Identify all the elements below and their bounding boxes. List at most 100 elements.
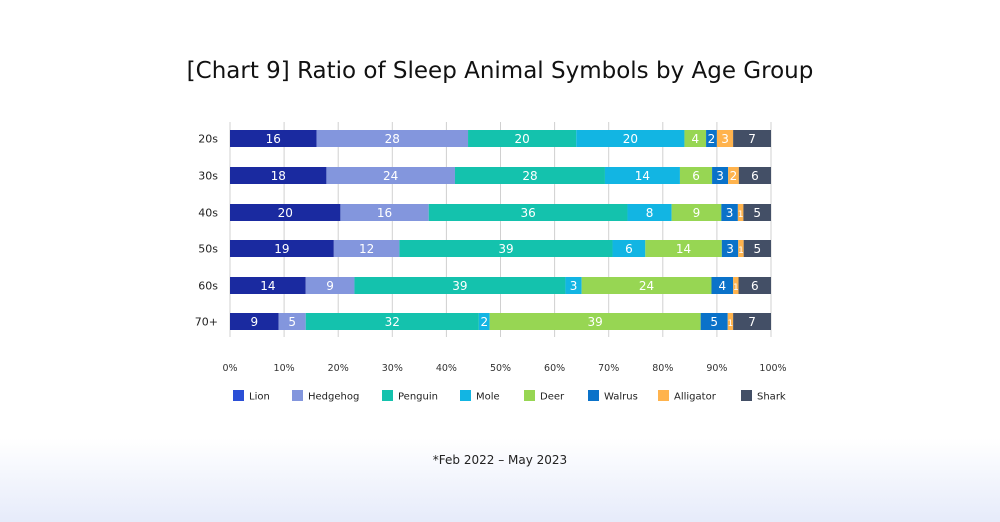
legend-swatch: [524, 390, 535, 401]
y-category-label: 30s: [198, 170, 218, 183]
bar-segment: [716, 130, 734, 147]
data-label: 2: [480, 315, 488, 329]
x-tick-label: 0%: [222, 363, 237, 374]
bar-segment: [230, 313, 279, 330]
data-label: 6: [625, 242, 633, 256]
legend-label: Deer: [540, 392, 565, 403]
data-label: 3: [726, 206, 734, 220]
data-label: 19: [274, 242, 289, 256]
data-label: 2: [730, 169, 738, 183]
data-label: 32: [385, 315, 400, 329]
legend-swatch: [382, 390, 393, 401]
bar-segment: [230, 277, 306, 294]
bar-segment: [230, 130, 317, 147]
bar-segment: [733, 130, 771, 147]
legend-label: Hedgehog: [308, 392, 359, 403]
data-label: 28: [385, 132, 400, 146]
data-label: 1: [738, 210, 744, 220]
data-label: 14: [635, 169, 650, 183]
bar-segment: [700, 313, 728, 330]
bar-segment: [728, 167, 739, 184]
bar-segment: [428, 204, 628, 221]
x-tick-label: 20%: [328, 363, 349, 374]
bar-segment: [581, 277, 712, 294]
x-tick-label: 40%: [436, 363, 457, 374]
bar-segment: [645, 240, 722, 257]
x-tick-label: 100%: [759, 363, 786, 374]
data-label: 6: [751, 279, 759, 293]
bar-segment: [627, 204, 672, 221]
bar-segment: [305, 313, 479, 330]
bar-segment: [733, 313, 771, 330]
data-label: 39: [588, 315, 603, 329]
legend-swatch: [292, 390, 303, 401]
bar-segment: [354, 277, 566, 294]
data-label: 8: [646, 206, 654, 220]
x-tick-label: 60%: [544, 363, 565, 374]
data-label: 20: [514, 132, 529, 146]
data-label: 12: [359, 242, 374, 256]
y-category-label: 70+: [195, 316, 218, 329]
legend-label: Alligator: [674, 392, 717, 403]
legend-swatch: [741, 390, 752, 401]
data-label: 39: [498, 242, 513, 256]
data-label: 16: [266, 132, 281, 146]
bar-segment: [727, 313, 734, 330]
legend-swatch: [233, 390, 244, 401]
data-label: 4: [691, 132, 699, 146]
data-label: 3: [570, 279, 578, 293]
data-label: 6: [692, 169, 700, 183]
data-label: 14: [676, 242, 691, 256]
data-label: 20: [278, 206, 293, 220]
data-label: 16: [377, 206, 392, 220]
data-label: 7: [748, 132, 756, 146]
data-label: 20: [623, 132, 638, 146]
x-tick-label: 30%: [382, 363, 403, 374]
bar-segment: [706, 130, 717, 147]
legend-swatch: [588, 390, 599, 401]
data-label: 7: [748, 315, 756, 329]
bar-segment: [454, 167, 605, 184]
data-label: 1: [738, 246, 744, 256]
data-label: 5: [288, 315, 296, 329]
bar-segment: [737, 204, 744, 221]
bar-segment: [743, 240, 771, 257]
bar-segment: [565, 277, 582, 294]
bar-segment: [478, 313, 490, 330]
bar-segment: [711, 277, 734, 294]
bar-segment: [316, 130, 469, 147]
data-label: 2: [708, 132, 716, 146]
x-tick-label: 70%: [598, 363, 619, 374]
bar-segment: [333, 240, 400, 257]
bar-segment: [721, 204, 738, 221]
data-label: 5: [753, 206, 761, 220]
legend-swatch: [460, 390, 471, 401]
data-label: 24: [383, 169, 398, 183]
bar-segment: [230, 167, 327, 184]
bar-segment: [399, 240, 613, 257]
x-tick-label: 10%: [274, 363, 295, 374]
legend-label: Lion: [249, 392, 270, 403]
y-category-label: 20s: [198, 133, 218, 146]
data-label: 36: [520, 206, 535, 220]
bar-segment: [230, 240, 334, 257]
bar-segment: [712, 167, 729, 184]
data-label: 9: [251, 315, 259, 329]
data-label: 6: [751, 169, 759, 183]
bar-segment: [604, 167, 680, 184]
bar-segment: [684, 130, 707, 147]
bar-segment: [612, 240, 646, 257]
legend-label: Shark: [757, 392, 786, 403]
bar-segment: [738, 167, 771, 184]
legend-label: Penguin: [398, 392, 438, 403]
bar-segment: [230, 204, 341, 221]
data-label: 3: [716, 169, 724, 183]
data-label: 14: [260, 279, 275, 293]
bar-segment: [489, 313, 701, 330]
bar-segment: [340, 204, 429, 221]
bar-segment: [305, 277, 355, 294]
bar-segment: [721, 240, 739, 257]
legend-label: Mole: [476, 392, 500, 403]
legend-label: Walrus: [604, 392, 638, 403]
